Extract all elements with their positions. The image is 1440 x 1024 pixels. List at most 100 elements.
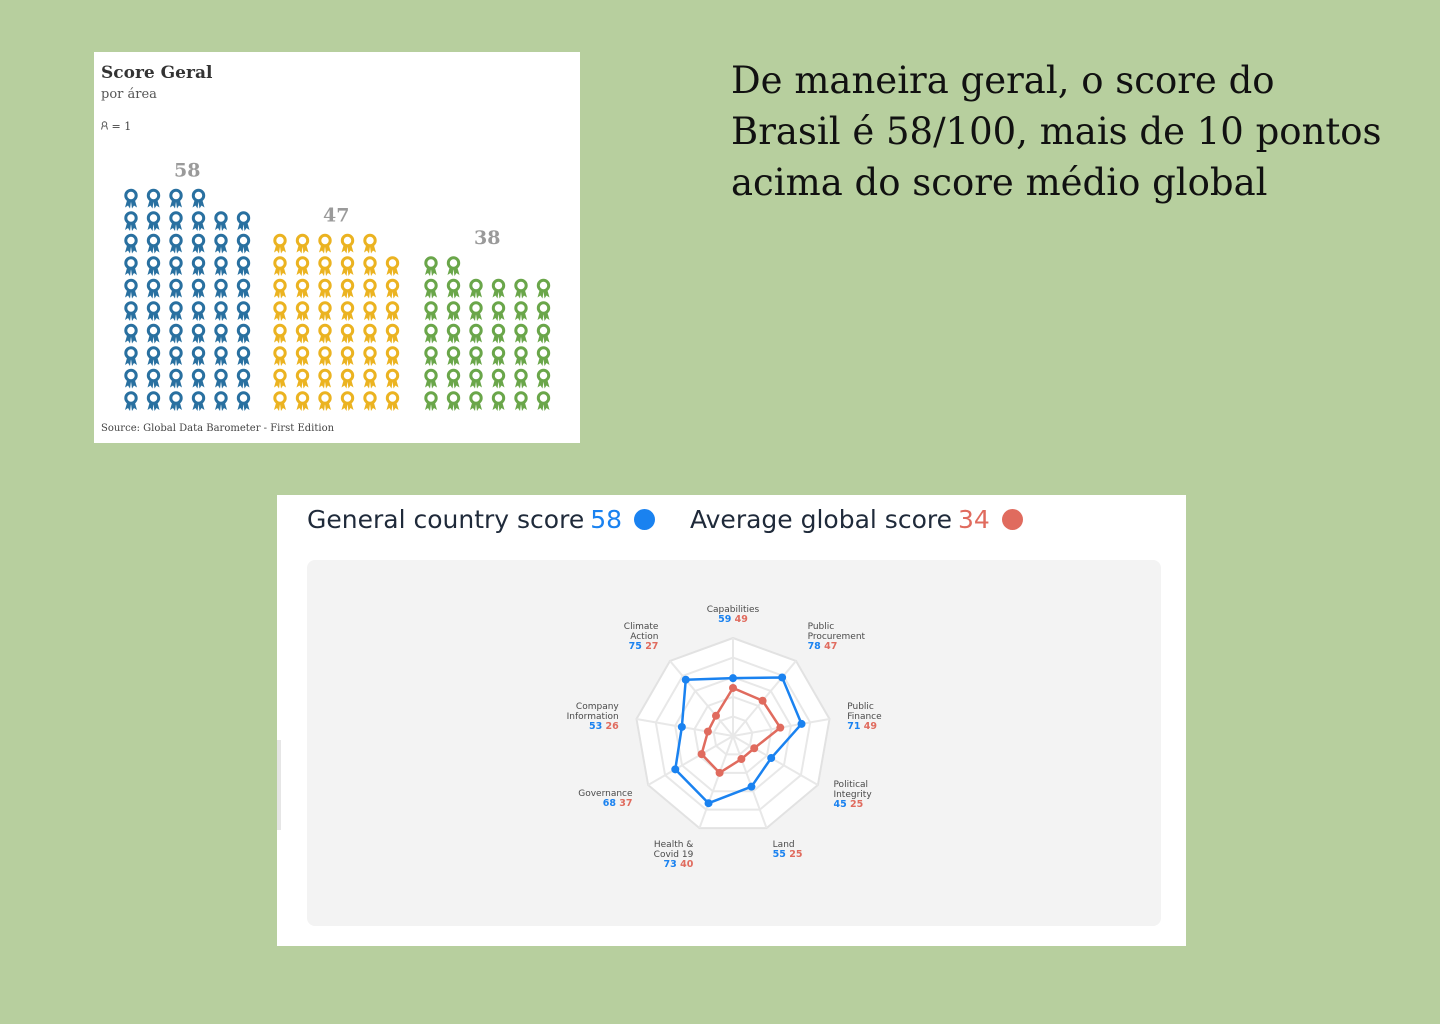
pictogram-icon [169,323,183,344]
radar-axis-name: Health & [654,840,693,850]
pictogram-icon [514,323,528,344]
pictogram-icon [273,368,287,389]
pictogram-icon [169,188,183,209]
pictogram-icon [446,278,461,299]
pictogram-icon [446,256,461,276]
radar-point[interactable] [677,722,686,731]
pictogram-icon [363,233,377,254]
radar-axis-name: Capabilities [707,605,760,615]
radar-value-general: 68 [603,798,620,809]
pictogram-icon [236,278,251,299]
pictogram-icon [214,233,228,254]
radar-axis-values: 55 25 [773,849,803,860]
pictogram-legend-text: = 1 [111,120,132,133]
radar-point[interactable] [758,696,767,705]
pictogram-icon [363,346,377,366]
pictogram-icon [295,346,310,366]
radar-spoke [732,735,819,786]
pictogram-icon [124,256,138,276]
radar-axis-name: Public [847,702,874,712]
panel-edge [277,740,281,830]
pictogram-icon [273,391,287,411]
pictogram-icon [214,211,228,231]
radar-card: General country score 58 Average global s… [277,495,1186,946]
pictogram-icon [169,211,183,231]
radar-point[interactable] [681,675,690,684]
pictogram-icon [236,323,251,344]
pictogram-icon [446,368,461,389]
pictogram-icon [169,391,183,411]
radar-point[interactable] [711,711,720,720]
radar-value-average: 25 [850,799,863,810]
pictogram-icon [363,323,377,344]
pictogram-icon [318,278,332,299]
radar-axis-name: Climate [624,622,659,632]
pictogram-icon [385,323,400,344]
radar-point[interactable] [778,673,787,682]
pictogram-icon [469,278,483,299]
pictogram-icon [146,211,161,231]
pictogram-icon [469,346,483,366]
radar-point[interactable] [750,744,759,753]
pictogram-icon [236,368,251,389]
radar-spoke [647,735,734,786]
pictogram-icon [491,301,506,321]
pictogram-icon [273,323,287,344]
radar-point[interactable] [729,674,737,683]
radar-axis-values: 78 47 [808,641,838,652]
pictogram-icon [446,346,461,366]
pictogram-icon [469,323,483,344]
pictogram-icon [236,211,251,231]
radar-axis-name: Public [808,622,835,632]
pictogram-icon [340,368,355,389]
pictogram-icon [191,188,206,209]
pictogram-icon [318,301,332,321]
radar-point[interactable] [797,719,806,728]
radar-point[interactable] [704,799,713,808]
radar-value-average: 49 [864,721,877,732]
pictogram-icon [191,346,206,366]
average-score-value: 34 [957,505,990,534]
radar-point[interactable] [697,750,706,759]
pictogram-icon [385,346,400,366]
radar-point[interactable] [703,727,712,736]
pictogram-icon [214,368,228,389]
pictogram-icon [536,391,551,411]
radar-value-general: 75 [629,641,646,652]
radar-point[interactable] [747,782,756,791]
radar-point[interactable] [737,755,746,764]
radar-point[interactable] [767,754,776,763]
pictogram-icon [363,301,377,321]
pictogram-icon [340,346,355,366]
pictogram-icon [214,323,228,344]
pictogram-icon [191,301,206,321]
headline: De maneira geral, o score do Brasil é 58… [731,59,1382,204]
radar-spoke [669,660,734,737]
radar-point[interactable] [776,723,785,732]
pictogram-icon [340,233,355,254]
pictogram-icon [446,301,461,321]
pictogram-value-label: 47 [323,205,349,227]
radar-point[interactable] [729,683,737,692]
pictogram-icon [536,323,551,344]
pictogram-icon [318,323,332,344]
pictogram-icon [424,346,438,366]
pictogram-icon [385,278,400,299]
radar-panel: Capabilities 59 49 Public Procurement 78 47 P… [307,560,1161,926]
pictogram-icon [491,278,506,299]
pictogram-icon [340,301,355,321]
pictogram-icon [424,256,438,276]
radar-axis-name: Political [833,780,868,790]
radar-point[interactable] [671,765,680,774]
pictogram-icon [424,368,438,389]
radar-point[interactable] [715,768,724,777]
radar-axis-name: Action [630,632,658,642]
pictogram-icon [514,391,528,411]
radar-value-average: 40 [680,859,694,870]
pictogram-icon [124,346,138,366]
pictogram-icon [295,278,310,299]
radar-series-line [674,676,803,805]
radar-value-average: 27 [645,641,658,652]
radar-value-average: 47 [824,641,837,652]
